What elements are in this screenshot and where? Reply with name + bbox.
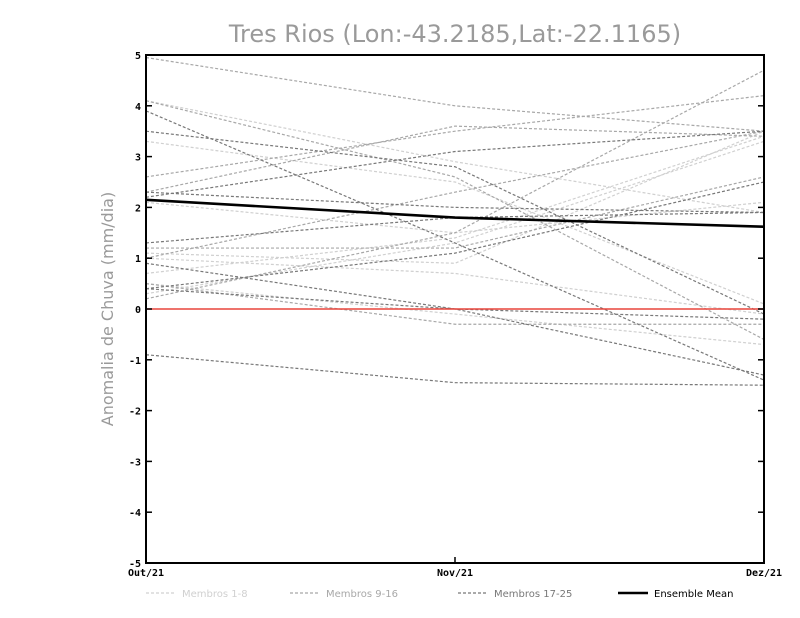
y-axis-label: Anomalia de Chuva (mm/dia) — [98, 192, 117, 426]
series-line-member-4 — [145, 135, 765, 275]
series-line-member-17 — [145, 130, 765, 315]
x-tick-label: Out/21 — [128, 568, 164, 579]
series-line-member-19 — [145, 130, 765, 198]
y-tick-label: -3 — [129, 457, 141, 468]
series-line-member-6 — [145, 283, 765, 346]
plot-area: -5 -4 -3 -2 -1 0 1 2 3 4 5 Out/21 Nov/21 Dez/21 — [128, 51, 782, 579]
y-tick-label: 1 — [135, 254, 141, 265]
x-tick-label: Nov/21 — [437, 568, 473, 579]
legend-label-4: Ensemble Mean — [654, 589, 733, 600]
series-line-member-14 — [145, 95, 765, 178]
series-line-member-11 — [145, 125, 765, 193]
y-tick-label: 3 — [135, 153, 141, 164]
series-line-member-2 — [145, 140, 765, 305]
y-tick-label: -5 — [129, 559, 141, 570]
y-tick-label: 0 — [135, 305, 141, 316]
y-tick-label: 5 — [135, 51, 141, 62]
y-tick-label: -1 — [129, 356, 141, 367]
series-line-member-22 — [145, 181, 765, 290]
series-line-member-3 — [145, 257, 765, 315]
series-line-member-24 — [145, 191, 765, 214]
y-tick-label: -2 — [129, 407, 141, 418]
series-line-member-12 — [146, 176, 765, 249]
series-line-member-10 — [145, 100, 765, 341]
series-line-ensemble-mean — [145, 198, 765, 229]
series-line-member-1 — [145, 100, 765, 214]
series-line-member-9 — [145, 56, 765, 132]
series-line-member-25 — [145, 288, 765, 320]
series-line-member-23 — [145, 354, 765, 386]
legend: Membros 1-8 Membros 9-16 Membros 17-25 Ense… — [146, 589, 733, 600]
chart-title: Tres Rios (Lon:-43.2185,Lat:-22.1165) — [228, 20, 681, 48]
series-line-member-18 — [145, 110, 765, 381]
legend-label-1: Membros 1-8 — [182, 589, 248, 600]
y-tick-label: 2 — [135, 203, 141, 214]
y-tick-label: -4 — [129, 508, 141, 519]
y-tick-label: 4 — [135, 102, 141, 113]
series-line-member-15 — [145, 283, 764, 325]
legend-label-3: Membros 17-25 — [494, 589, 572, 600]
legend-label-2: Membros 9-16 — [326, 589, 398, 600]
series-line-member-13 — [145, 69, 765, 300]
series-line-member-21 — [145, 262, 765, 376]
x-tick-label: Dez/21 — [746, 568, 782, 579]
series-line-member-16 — [145, 130, 765, 259]
